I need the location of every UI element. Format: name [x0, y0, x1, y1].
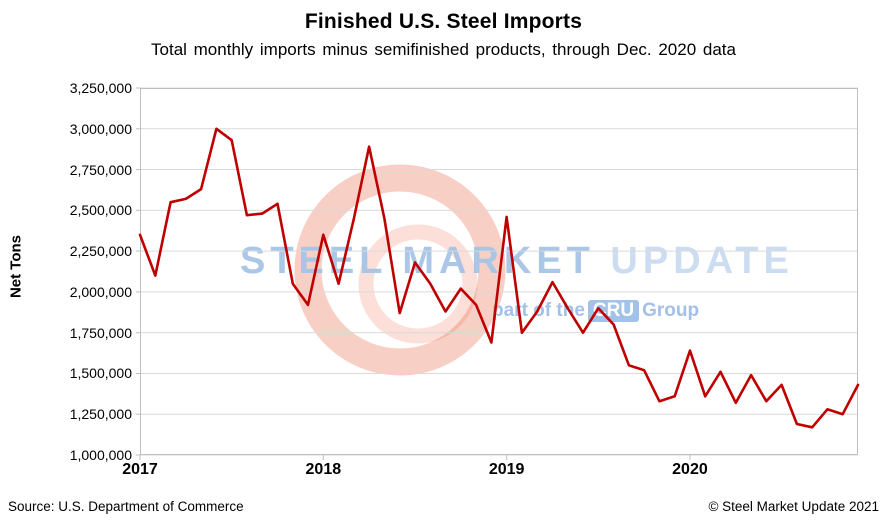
y-axis-label: Net Tons [7, 234, 25, 299]
plot-area: STEEL MARKET UPDATE part of the CRU Group [136, 87, 860, 460]
y-tick-label: 1,000,000 [69, 447, 132, 463]
copyright-note: © Steel Market Update 2021 [708, 499, 879, 514]
y-tick-label: 1,500,000 [69, 365, 132, 382]
y-tick-label: 2,250,000 [69, 243, 132, 260]
y-tick-label: 2,000,000 [69, 283, 132, 300]
source-note: Source: U.S. Department of Commerce [8, 499, 244, 514]
y-tick-label: 2,750,000 [69, 161, 132, 178]
chart-title: Finished U.S. Steel Imports [304, 10, 583, 33]
y-tick-label: 3,250,000 [69, 80, 132, 96]
y-tick-label: 3,000,000 [69, 120, 132, 137]
x-tick-label: 2020 [672, 461, 708, 478]
y-tick-label: 1,750,000 [69, 324, 132, 341]
y-tick-label: 1,250,000 [69, 406, 132, 423]
x-tick-label: 2018 [305, 461, 342, 478]
chart-subtitle: Total monthly imports minus semifinished… [151, 40, 736, 59]
y-tick-label: 2,500,000 [69, 202, 132, 219]
x-tick-label: 2017 [122, 461, 158, 478]
x-tick-label: 2019 [488, 461, 525, 478]
line-chart [136, 87, 860, 460]
